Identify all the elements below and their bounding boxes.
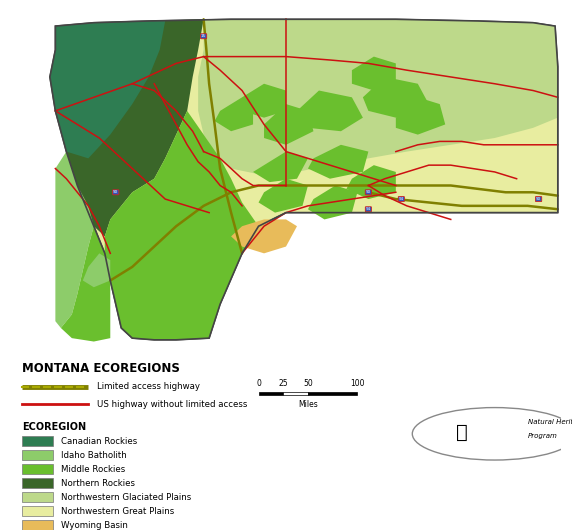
Polygon shape (50, 19, 558, 340)
Polygon shape (347, 165, 396, 199)
Polygon shape (308, 186, 358, 219)
Polygon shape (55, 152, 94, 328)
Text: Middle Rockies: Middle Rockies (61, 465, 125, 474)
Text: Program: Program (527, 432, 558, 438)
Text: ECOREGION: ECOREGION (22, 421, 86, 431)
Bar (22, 520, 53, 530)
Text: 100: 100 (350, 379, 364, 388)
Text: 0: 0 (256, 379, 261, 388)
Bar (259, 392, 283, 395)
Polygon shape (242, 84, 286, 118)
Bar (22, 436, 53, 446)
Text: 25: 25 (279, 379, 288, 388)
Bar (22, 464, 53, 474)
Polygon shape (259, 179, 308, 213)
Bar (22, 479, 53, 488)
Polygon shape (50, 19, 204, 236)
Polygon shape (264, 104, 313, 145)
Text: Canadian Rockies: Canadian Rockies (61, 437, 137, 446)
Text: Northwestern Great Plains: Northwestern Great Plains (61, 507, 174, 516)
Bar (22, 450, 53, 460)
Bar (308, 392, 358, 395)
Text: 15: 15 (201, 34, 206, 38)
Polygon shape (363, 77, 429, 118)
Polygon shape (396, 98, 445, 135)
Polygon shape (50, 21, 165, 158)
Text: 94: 94 (366, 207, 371, 211)
Bar (22, 492, 53, 502)
Text: 90: 90 (536, 197, 541, 201)
Text: Northern Rockies: Northern Rockies (61, 479, 135, 488)
Polygon shape (297, 91, 363, 131)
Text: US highway without limited access: US highway without limited access (97, 400, 247, 409)
Polygon shape (198, 19, 558, 175)
Text: 🐦: 🐦 (456, 422, 467, 441)
Polygon shape (352, 57, 396, 91)
Text: MONTANA ECOREGIONS: MONTANA ECOREGIONS (22, 362, 180, 375)
Text: Limited access highway: Limited access highway (97, 382, 200, 391)
Text: 90: 90 (366, 190, 371, 195)
Text: Miles: Miles (298, 400, 318, 409)
Bar (22, 506, 53, 516)
Polygon shape (214, 98, 253, 131)
Text: Wyoming Basin: Wyoming Basin (61, 520, 128, 529)
Text: 94: 94 (399, 197, 404, 201)
Text: Idaho Batholith: Idaho Batholith (61, 450, 126, 460)
Polygon shape (61, 111, 259, 341)
Polygon shape (83, 253, 110, 287)
Polygon shape (253, 152, 308, 182)
Text: Natural Heritage: Natural Heritage (527, 419, 572, 425)
Text: 90: 90 (113, 190, 118, 195)
Text: Northwestern Glaciated Plains: Northwestern Glaciated Plains (61, 493, 191, 502)
Text: 50: 50 (303, 379, 313, 388)
Polygon shape (231, 219, 297, 253)
Bar (283, 392, 308, 395)
Polygon shape (308, 145, 368, 179)
